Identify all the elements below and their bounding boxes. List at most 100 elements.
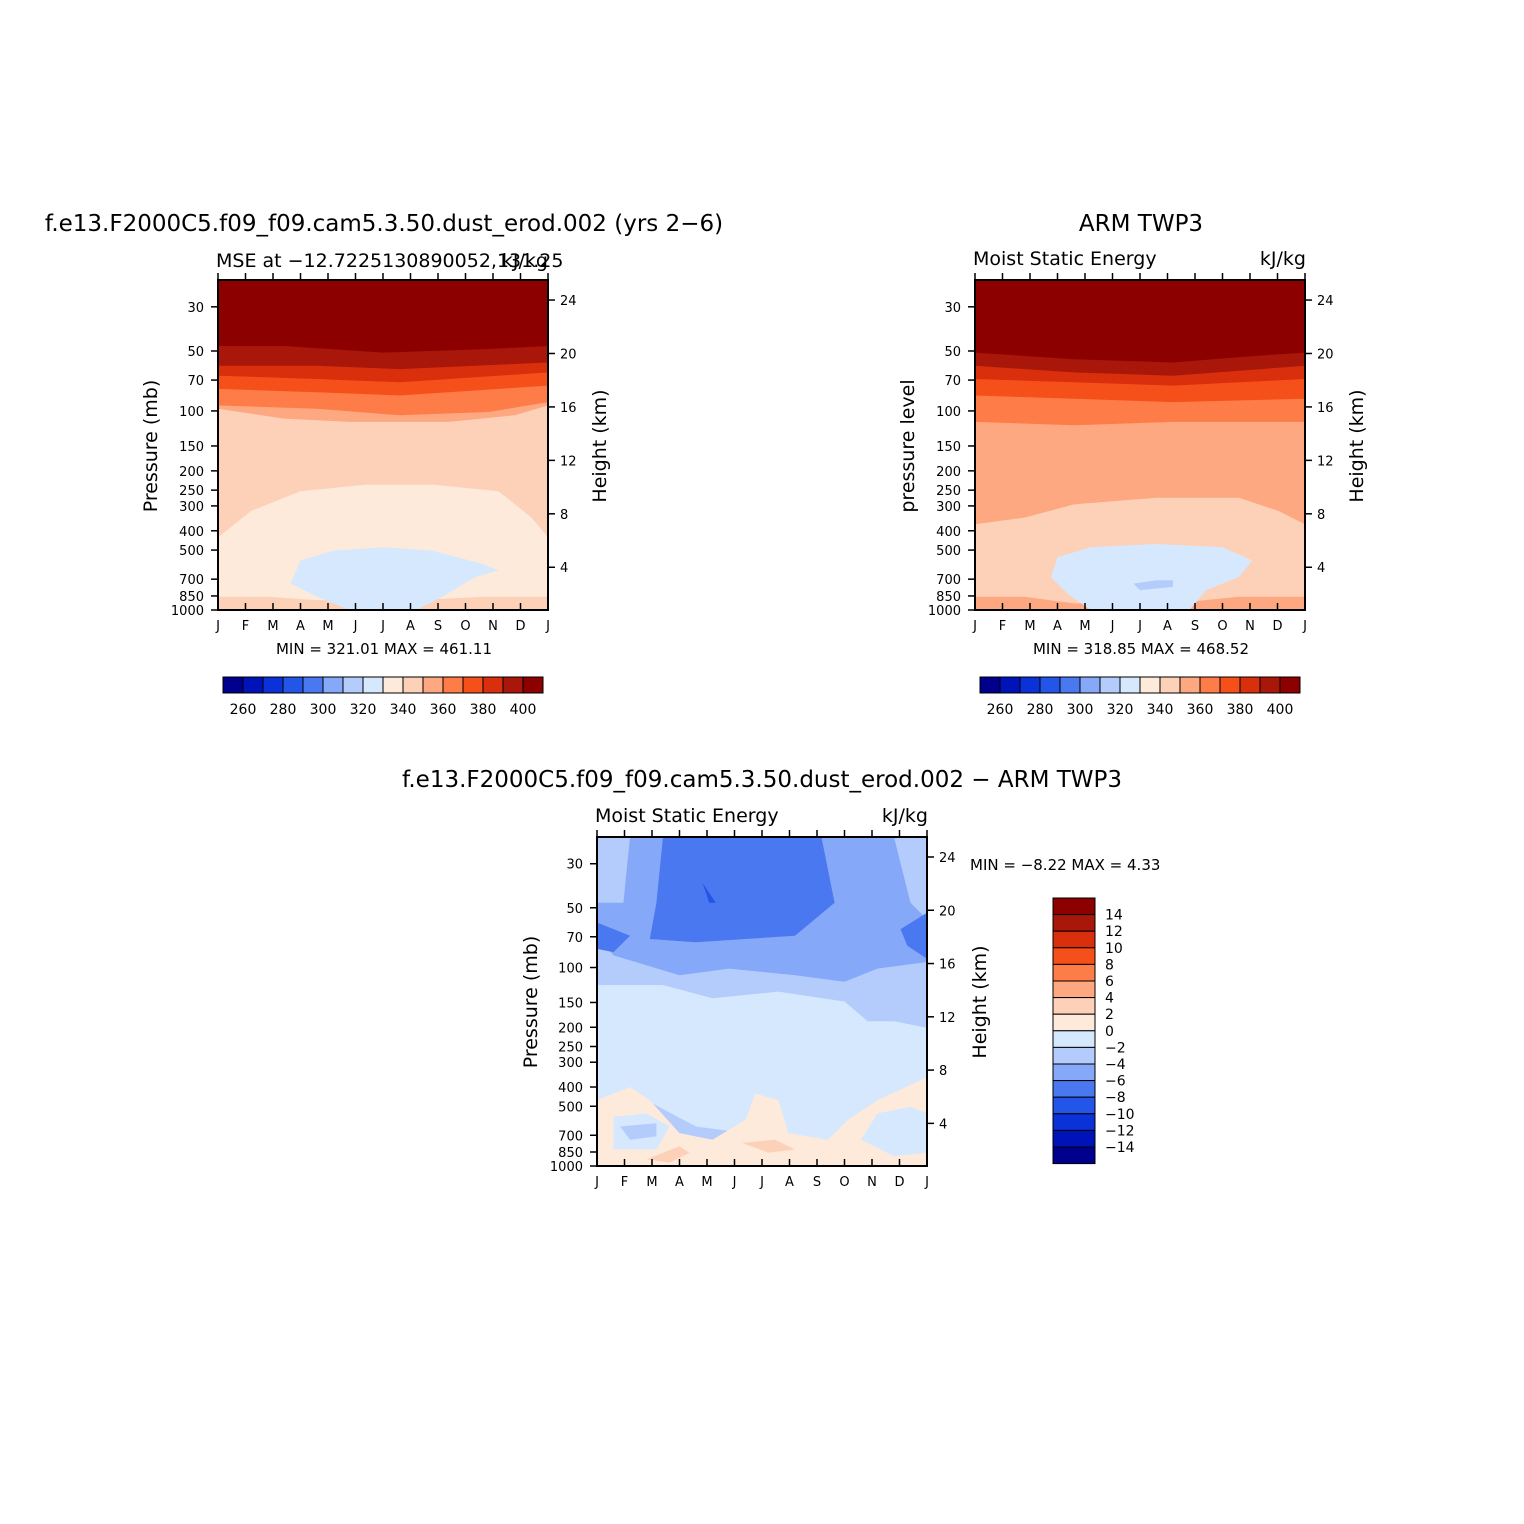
contour-band xyxy=(620,1123,657,1140)
min-max-stats: MIN = 318.85 MAX = 468.52 xyxy=(1033,640,1249,658)
panel-left-label: Moist Static Energy xyxy=(595,805,779,827)
colorbar-swatch xyxy=(1239,676,1261,694)
y2-tick-label: 4 xyxy=(560,561,568,576)
colorbar-label: 280 xyxy=(270,702,297,718)
y2-tick-label: 24 xyxy=(560,294,577,309)
colorbar-swatch xyxy=(1019,676,1041,694)
x-tick-label: F xyxy=(242,619,249,634)
colorbar-swatch xyxy=(482,676,504,694)
y-tick-label: 850 xyxy=(179,590,204,605)
y-tick-label: 100 xyxy=(936,405,961,420)
colorbar-swatch xyxy=(402,676,424,694)
contour-band xyxy=(1133,580,1173,591)
y-tick-label: 70 xyxy=(187,374,204,389)
colorbar-swatch xyxy=(1199,676,1221,694)
colorbar-swatch xyxy=(1052,997,1096,1015)
x-tick-label: M xyxy=(1079,619,1090,634)
colorbar-label: −6 xyxy=(1105,1074,1126,1090)
y2-tick-label: 4 xyxy=(939,1117,947,1132)
colorbar-swatch xyxy=(1052,980,1096,999)
y2-tick-label: 12 xyxy=(560,454,577,469)
y-tick-label: 300 xyxy=(558,1056,583,1071)
x-tick-label: A xyxy=(1053,619,1062,634)
colorbar-swatch xyxy=(1052,897,1096,916)
x-tick-label: S xyxy=(813,1175,821,1190)
y-tick-label: 1000 xyxy=(928,604,961,619)
colorbar-swatch xyxy=(1052,1030,1096,1048)
x-tick-label: M xyxy=(267,619,278,634)
x-tick-label: N xyxy=(867,1175,877,1190)
y-tick-label: 250 xyxy=(179,484,204,499)
x-tick-label: M xyxy=(701,1175,712,1190)
y-tick-label: 50 xyxy=(566,902,583,917)
colorbar: 260 280 300 320 340 360 380 400 xyxy=(222,676,544,718)
colorbar-label: 260 xyxy=(230,702,257,718)
y2-tick-label: 20 xyxy=(939,904,956,919)
y-tick-label: 500 xyxy=(936,544,961,559)
colorbar-label: −14 xyxy=(1105,1140,1135,1156)
x-tick-label: J xyxy=(353,619,358,634)
colorbar-swatch xyxy=(262,676,284,694)
colorbar-swatch xyxy=(1052,1096,1096,1115)
y-tick-label: 300 xyxy=(936,500,961,515)
y2-axis-label: Height (km) xyxy=(589,389,611,502)
colorbar-label: 2 xyxy=(1105,1007,1114,1023)
x-tick-label: J xyxy=(1137,619,1142,634)
colorbar-swatch xyxy=(1119,676,1141,694)
colorbar-label: −2 xyxy=(1105,1040,1126,1056)
y-tick-label: 200 xyxy=(936,465,961,480)
y-axis-label: Pressure (mb) xyxy=(140,380,162,513)
x-tick-label: J xyxy=(545,619,550,634)
colorbar-swatch xyxy=(242,676,264,694)
x-tick-label: M xyxy=(1024,619,1035,634)
y-tick-label: 1000 xyxy=(171,604,204,619)
x-tick-label: M xyxy=(646,1175,657,1190)
y-tick-label: 850 xyxy=(936,590,961,605)
contour-band xyxy=(828,1156,878,1166)
panel-model: f.e13.F2000C5.f09_f09.cam5.3.50.dust_ero… xyxy=(45,211,723,718)
y-tick-label: 150 xyxy=(558,996,583,1011)
y-tick-label: 400 xyxy=(179,525,204,540)
colorbar-swatch xyxy=(1139,676,1161,694)
contour-band xyxy=(1050,544,1253,610)
y-axis-label: pressure level xyxy=(897,379,919,512)
colorbar-label: 6 xyxy=(1105,974,1114,990)
colorbar-label: 300 xyxy=(1067,702,1094,718)
contour-band xyxy=(597,922,630,953)
y2-tick-label: 16 xyxy=(560,401,577,416)
y2-axis-label: Height (km) xyxy=(1346,389,1368,502)
y-tick-label: 100 xyxy=(558,962,583,977)
y-tick-label: 700 xyxy=(558,1129,583,1144)
y-tick-label: 200 xyxy=(179,465,204,480)
y-tick-label: 50 xyxy=(944,345,961,360)
panel-units-label: kJ/kg xyxy=(1260,248,1306,270)
y-tick-label: 300 xyxy=(179,500,204,515)
x-tick-label: A xyxy=(1163,619,1172,634)
colorbar-label: 12 xyxy=(1105,924,1123,940)
x-tick-label: A xyxy=(675,1175,684,1190)
contour-band xyxy=(290,547,499,610)
y2-tick-label: 24 xyxy=(939,851,956,866)
colorbar-label: 300 xyxy=(310,702,337,718)
colorbar-swatch xyxy=(1052,1129,1096,1148)
colorbar-swatch xyxy=(462,676,484,694)
colorbar-swatch xyxy=(1059,676,1081,694)
x-tick-label: J xyxy=(380,619,385,634)
colorbar-swatch xyxy=(1219,676,1241,694)
colorbar-swatch xyxy=(1039,676,1061,694)
contour-band xyxy=(597,985,927,1153)
colorbar-swatch xyxy=(502,676,524,694)
colorbar-swatch xyxy=(1052,914,1096,932)
y2-tick-label: 16 xyxy=(1317,401,1334,416)
colorbar-swatch xyxy=(362,676,384,694)
colorbar-label: 360 xyxy=(430,702,457,718)
colorbar-swatch xyxy=(1052,1080,1096,1098)
colorbar-label: 360 xyxy=(1187,702,1214,718)
y2-tick-label: 8 xyxy=(1317,508,1325,523)
colorbar-label: 4 xyxy=(1105,991,1114,1007)
colorbar-label: 14 xyxy=(1105,908,1123,924)
colorbar-swatch xyxy=(1052,1046,1096,1065)
panel-title: f.e13.F2000C5.f09_f09.cam5.3.50.dust_ero… xyxy=(402,767,1122,793)
